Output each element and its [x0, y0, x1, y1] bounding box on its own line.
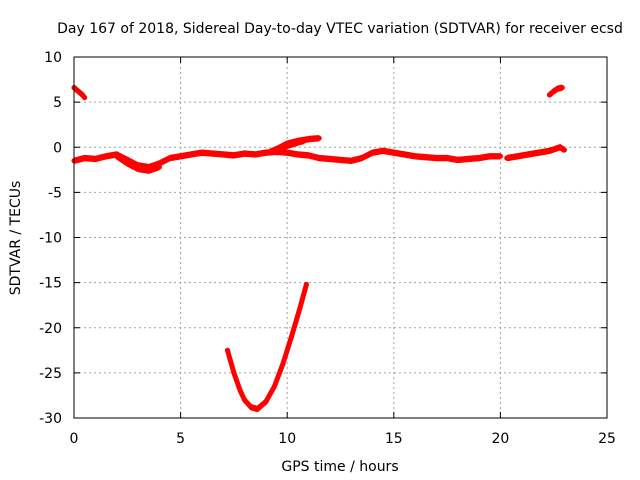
- y-axis-title: SDTVAR / TECUs: [8, 181, 24, 296]
- y-tick-label: 0: [53, 140, 62, 156]
- series-strand-deep-arc-0: [226, 281, 308, 408]
- y-tick-label: -15: [39, 276, 62, 292]
- data-point-main-band: [242, 151, 248, 157]
- data-point-late-arc: [551, 88, 557, 94]
- data-point-main-band: [455, 157, 461, 163]
- data-point-main-band: [465, 156, 471, 162]
- data-point-deep-arc: [303, 281, 309, 287]
- data-point-deep-arc: [280, 361, 286, 367]
- data-point-main-band: [348, 158, 354, 164]
- series-layer: [71, 84, 567, 413]
- data-point-late-band: [536, 150, 542, 156]
- data-point-deep-arc: [271, 383, 277, 389]
- x-tick-label: 0: [70, 431, 79, 447]
- data-point-main-band: [487, 153, 493, 159]
- data-point-rising-arc-9-11h: [316, 135, 322, 141]
- data-point-main-band: [433, 155, 439, 161]
- data-point-upper-arc-9-5-10-8h: [301, 138, 307, 144]
- data-point-deep-arc: [288, 334, 294, 340]
- data-point-main-band: [295, 151, 301, 157]
- y-tick-label: -30: [39, 411, 62, 427]
- data-point-main-band: [338, 157, 343, 163]
- data-point-main-band: [284, 150, 290, 156]
- data-point-main-band: [444, 155, 450, 161]
- data-point-main-band: [423, 154, 429, 160]
- data-point-early-arc: [75, 88, 81, 94]
- data-point-main-band: [167, 155, 173, 161]
- data-point-main-band: [82, 155, 88, 161]
- data-point-deep-arc: [225, 347, 231, 353]
- data-point-rising-arc-9-11h: [306, 136, 312, 142]
- data-point-upper-arc-9-5-10-8h: [280, 144, 286, 150]
- data-point-main-band: [316, 155, 322, 161]
- data-point-main-band: [263, 150, 269, 156]
- data-point-deep-arc: [242, 397, 248, 403]
- y-tick-label: 5: [53, 95, 62, 111]
- data-point-late-arc: [546, 92, 552, 98]
- data-point-deep-arc: [297, 305, 303, 311]
- data-point-main-band: [401, 151, 407, 157]
- data-point-main-band: [92, 156, 98, 162]
- data-point-deep-arc: [263, 399, 269, 405]
- tick-layer: 0 5 10 15 20 25 -30 -25 -20 -15 -10 -5 0 5 10: [39, 50, 616, 447]
- data-point-late-band: [514, 153, 520, 159]
- x-tick-label: 25: [598, 431, 616, 447]
- data-point-late-arc: [555, 86, 561, 92]
- data-point-main-band: [306, 152, 312, 158]
- data-point-main-band: [210, 151, 216, 157]
- data-point-early-arc: [82, 95, 88, 101]
- data-point-deep-arc: [231, 370, 237, 376]
- data-point-band-branch: [124, 160, 130, 166]
- data-point-main-band: [327, 156, 333, 162]
- data-point-band-branch: [156, 164, 162, 170]
- data-point-main-band: [369, 150, 375, 156]
- data-point-band-branch: [135, 166, 141, 172]
- y-tick-label: -10: [39, 231, 62, 247]
- data-point-band-branch: [146, 168, 152, 174]
- grid-layer: [74, 57, 607, 418]
- y-tick-label: -25: [39, 366, 62, 382]
- data-point-late-band: [504, 155, 510, 161]
- data-point-main-band: [188, 151, 194, 157]
- data-point-late-band: [557, 144, 563, 150]
- y-tick-label: 10: [44, 50, 62, 66]
- data-point-upper-arc-9-5-10-8h: [297, 139, 303, 145]
- data-point-main-band: [359, 155, 365, 161]
- data-point-main-band: [476, 155, 482, 161]
- data-point-main-band: [220, 151, 226, 157]
- data-point-deep-arc: [248, 404, 254, 410]
- data-point-late-arc: [559, 85, 565, 91]
- data-point-main-band: [199, 150, 205, 156]
- data-point-main-band: [391, 150, 397, 156]
- data-point-band-branch: [114, 153, 120, 159]
- data-point-late-band: [561, 147, 567, 153]
- data-point-upper-arc-9-5-10-8h: [288, 142, 294, 148]
- data-point-main-band: [380, 148, 386, 154]
- data-point-late-band: [546, 148, 552, 154]
- data-point-deep-arc: [254, 406, 260, 412]
- data-point-deep-arc: [237, 388, 243, 394]
- data-point-main-band: [231, 152, 237, 158]
- y-tick-label: -20: [39, 321, 62, 337]
- x-tick-label: 10: [278, 431, 296, 447]
- data-point-main-band: [412, 153, 418, 159]
- data-point-main-band: [178, 153, 184, 159]
- data-point-main-band: [103, 153, 109, 159]
- data-point-main-band: [497, 153, 503, 159]
- chart-title: Day 167 of 2018, Sidereal Day-to-day VTE…: [57, 21, 623, 37]
- data-point-main-band: [252, 151, 258, 157]
- data-point-upper-arc-9-5-10-8h: [274, 150, 280, 156]
- y-tick-label: -5: [48, 185, 62, 201]
- x-tick-label: 15: [385, 431, 403, 447]
- x-axis-title: GPS time / hours: [281, 459, 398, 475]
- x-tick-label: 20: [491, 431, 509, 447]
- data-point-late-band: [525, 151, 531, 157]
- data-point-rising-arc-9-11h: [267, 149, 273, 155]
- x-tick-label: 5: [176, 431, 185, 447]
